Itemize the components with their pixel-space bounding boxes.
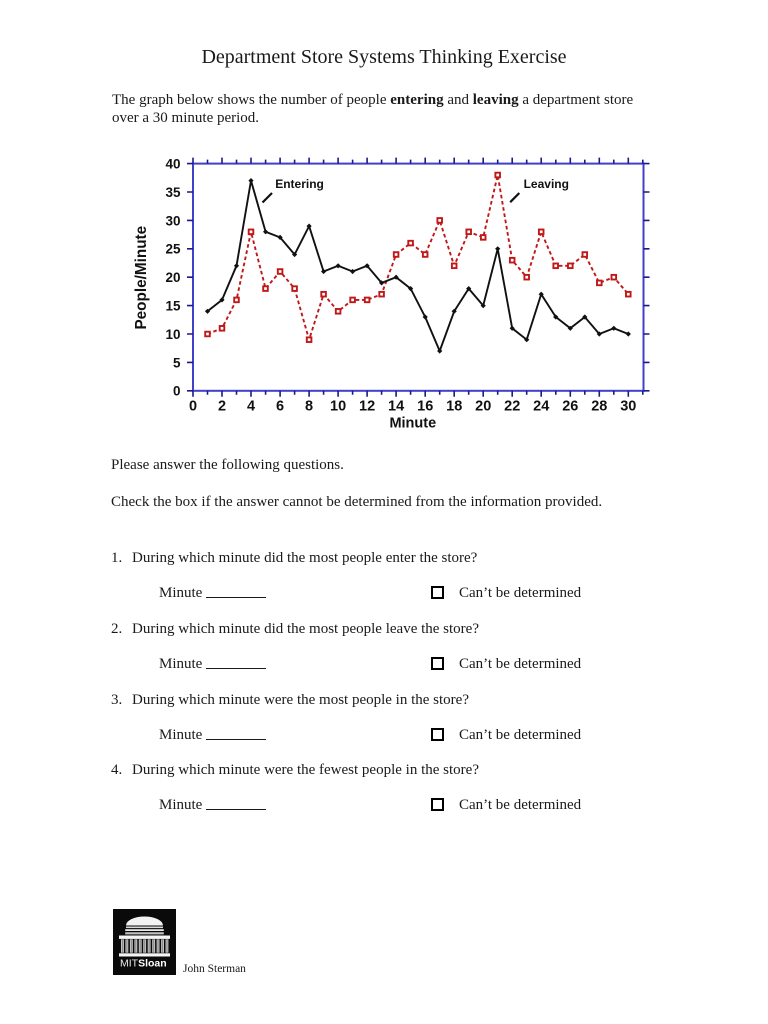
- svg-text:Leaving: Leaving: [524, 177, 569, 191]
- svg-text:14: 14: [388, 399, 404, 415]
- svg-text:6: 6: [276, 399, 284, 415]
- svg-text:4: 4: [247, 399, 255, 415]
- svg-text:28: 28: [591, 399, 607, 415]
- svg-text:Minute: Minute: [389, 416, 436, 432]
- svg-text:22: 22: [504, 399, 520, 415]
- svg-text:26: 26: [562, 399, 578, 415]
- svg-text:25: 25: [165, 242, 181, 257]
- svg-text:MITSloan: MITSloan: [120, 958, 167, 970]
- svg-text:20: 20: [475, 399, 491, 415]
- svg-text:12: 12: [359, 399, 375, 415]
- svg-text:20: 20: [165, 270, 180, 285]
- svg-text:30: 30: [620, 399, 636, 415]
- svg-text:15: 15: [165, 299, 181, 314]
- svg-text:2: 2: [218, 399, 226, 415]
- svg-text:18: 18: [446, 399, 462, 415]
- svg-text:24: 24: [533, 399, 549, 415]
- svg-text:16: 16: [417, 399, 433, 415]
- svg-text:5: 5: [173, 355, 181, 370]
- svg-text:People/Minute: People/Minute: [133, 226, 150, 330]
- svg-text:35: 35: [165, 185, 181, 200]
- svg-text:0: 0: [189, 399, 197, 415]
- svg-text:10: 10: [330, 399, 346, 415]
- svg-text:10: 10: [165, 327, 180, 342]
- svg-text:40: 40: [165, 157, 180, 172]
- svg-text:0: 0: [173, 384, 181, 399]
- svg-text:8: 8: [305, 399, 313, 415]
- svg-text:30: 30: [165, 213, 180, 228]
- svg-text:Entering: Entering: [275, 177, 324, 191]
